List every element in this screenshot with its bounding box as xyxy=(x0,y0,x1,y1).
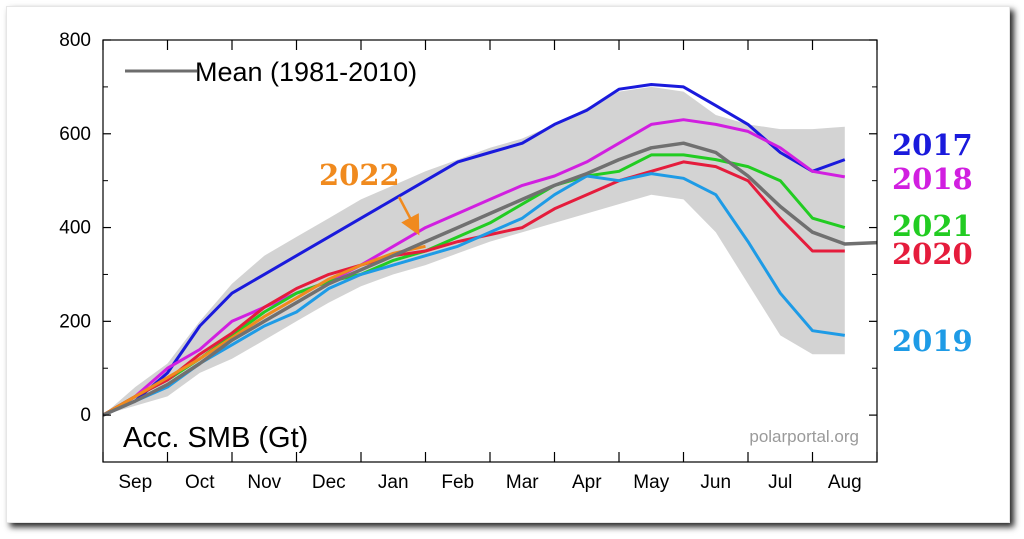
chart-frame: 0 200 400 600 800 Sep Oct Nov Dec Jan Feb Mar Apr May… xyxy=(6,6,1010,523)
series-line-2022 xyxy=(103,244,426,417)
series-label-2019: 2019 xyxy=(892,324,973,358)
legend-mean-label: Mean (1981-2010) xyxy=(195,57,417,87)
series-label-2021: 2021 xyxy=(892,209,973,243)
callout-2022-label: 2022 xyxy=(319,158,400,192)
month-label-oct: Oct xyxy=(185,472,215,493)
month-label-dec: Dec xyxy=(312,472,346,493)
month-label-jan: Jan xyxy=(378,472,409,493)
y-tick-label: 0 xyxy=(80,405,91,426)
source-credit: polarportal.org xyxy=(749,427,859,446)
month-label-apr: Apr xyxy=(572,472,602,493)
plot-area xyxy=(103,83,877,417)
y-tick-label: 800 xyxy=(59,30,91,51)
series-line-mean-1981-2010- xyxy=(103,141,877,417)
month-label-jun: Jun xyxy=(700,472,731,493)
month-label-nov: Nov xyxy=(247,472,281,493)
legend: Mean (1981-2010) xyxy=(125,57,417,87)
y-tick-label: 400 xyxy=(59,218,91,239)
month-label-may: May xyxy=(633,472,669,493)
y-tick-label: 200 xyxy=(59,311,91,332)
series-line-2019 xyxy=(103,172,846,417)
callout-arrow xyxy=(397,196,420,236)
series-label-2017: 2017 xyxy=(892,128,973,162)
y-axis-title: Acc. SMB (Gt) xyxy=(123,422,308,454)
range-band xyxy=(103,86,845,416)
smb-chart: 0 200 400 600 800 Sep Oct Nov Dec Jan Feb Mar Apr May… xyxy=(59,30,973,493)
month-label-jul: Jul xyxy=(768,472,792,493)
y-tick-label: 600 xyxy=(59,124,91,145)
month-label-aug: Aug xyxy=(828,472,862,493)
series-label-2018: 2018 xyxy=(892,162,973,196)
month-label-sep: Sep xyxy=(118,472,152,493)
series-line-2017 xyxy=(103,83,846,417)
series-line-2018 xyxy=(103,118,846,417)
axes: 0 200 400 600 800 Sep Oct Nov Dec Jan Feb Mar Apr May… xyxy=(59,30,878,493)
series-line-2021 xyxy=(103,153,846,417)
series-label-2020: 2020 xyxy=(892,237,973,271)
month-label-mar: Mar xyxy=(506,472,539,493)
month-label-feb: Feb xyxy=(441,472,474,493)
